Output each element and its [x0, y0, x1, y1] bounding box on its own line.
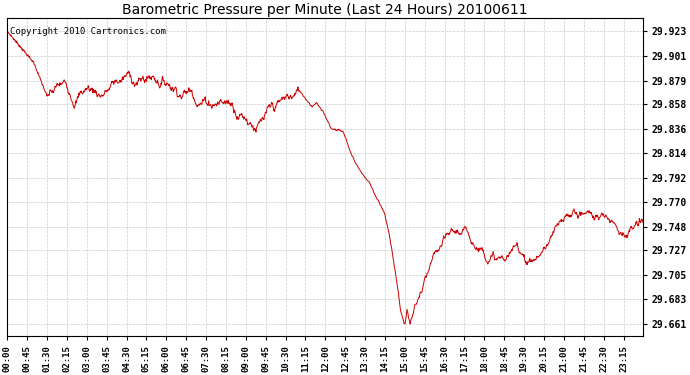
- Title: Barometric Pressure per Minute (Last 24 Hours) 20100611: Barometric Pressure per Minute (Last 24 …: [122, 3, 528, 17]
- Text: Copyright 2010 Cartronics.com: Copyright 2010 Cartronics.com: [10, 27, 166, 36]
